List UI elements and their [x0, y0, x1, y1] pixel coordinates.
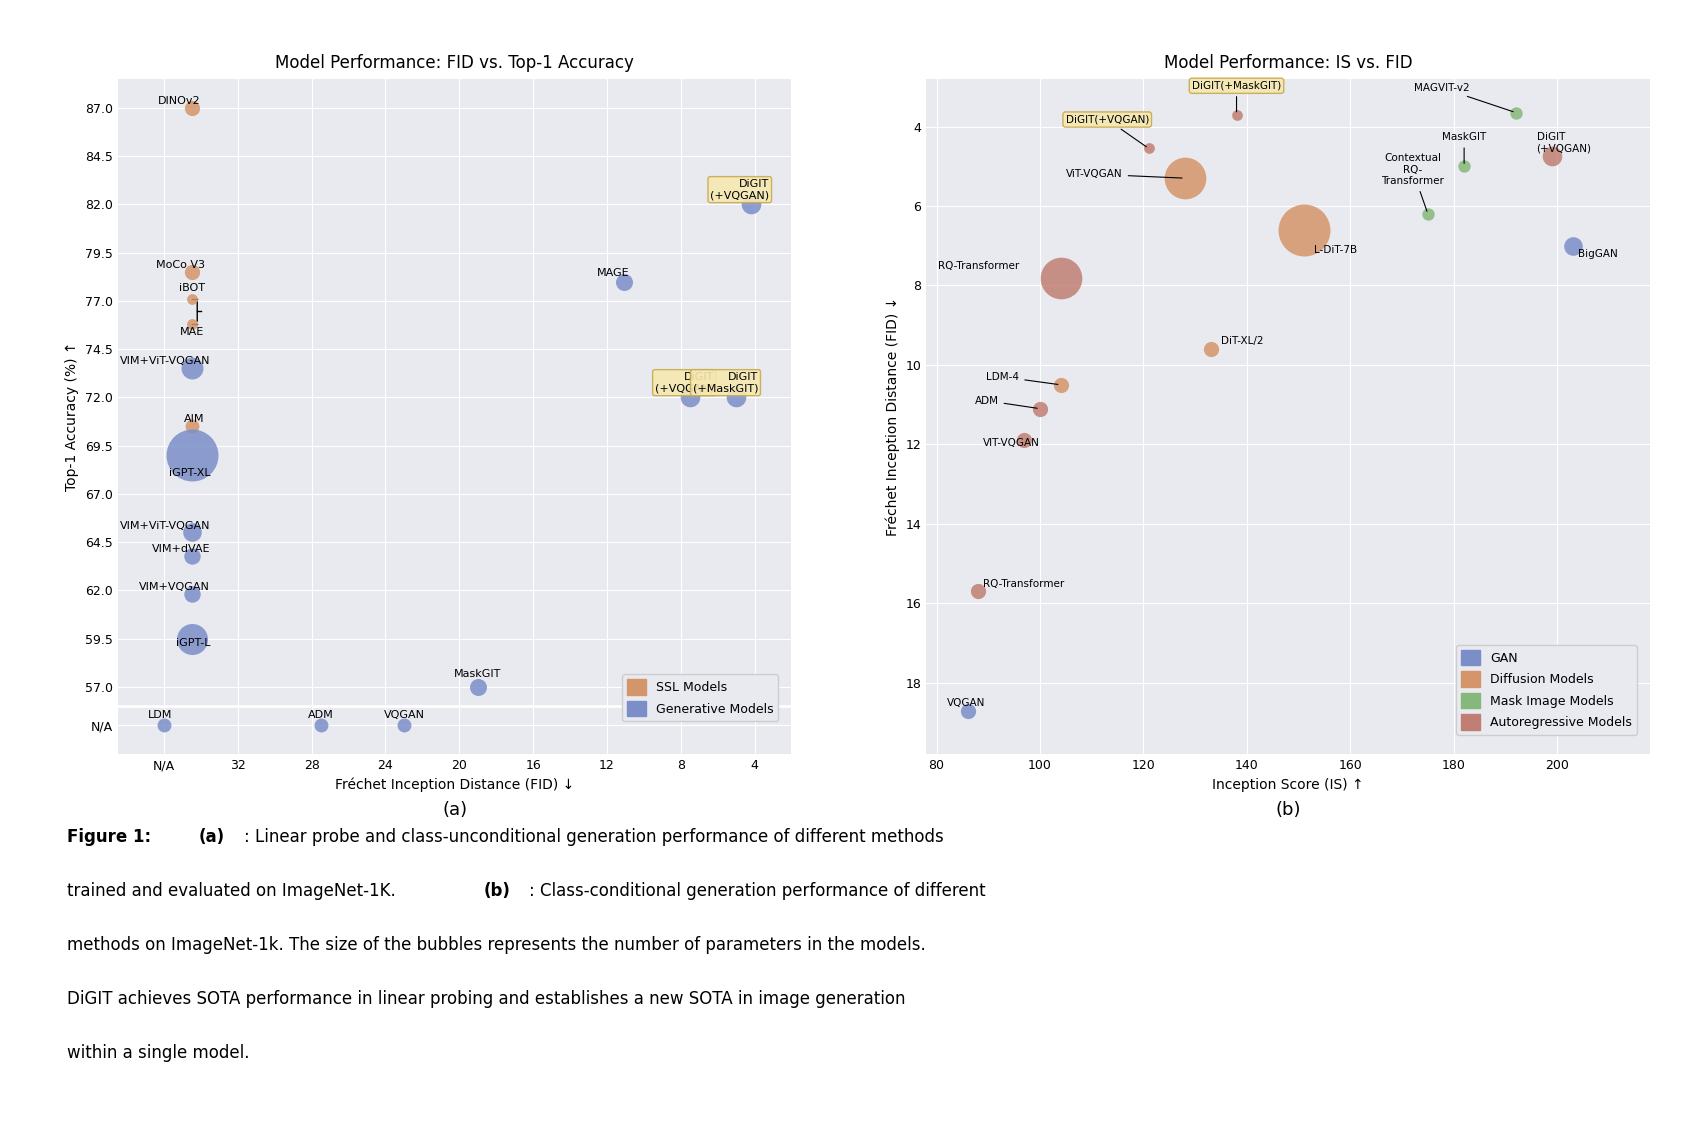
Text: L-DiT-7B: L-DiT-7B	[1314, 244, 1357, 254]
Text: : Class-conditional generation performance of different: : Class-conditional generation performan…	[529, 882, 985, 900]
Point	[179, 262, 205, 280]
Point	[308, 716, 335, 734]
Text: : Linear probe and class-unconditional generation performance of different metho: : Linear probe and class-unconditional g…	[244, 828, 945, 846]
Point	[179, 446, 205, 464]
Text: LDM: LDM	[148, 709, 172, 720]
Text: Contextual
RQ-
Transformer: Contextual RQ- Transformer	[1381, 153, 1443, 212]
Point	[179, 315, 205, 333]
Text: methods on ImageNet-1k. The size of the bubbles represents the number of paramet: methods on ImageNet-1k. The size of the …	[67, 936, 926, 954]
Text: DINOv2: DINOv2	[158, 96, 200, 106]
X-axis label: Fréchet Inception Distance (FID) ↓: Fréchet Inception Distance (FID) ↓	[335, 778, 574, 793]
Text: LDM-4: LDM-4	[987, 372, 1058, 384]
Text: MaskGIT: MaskGIT	[455, 669, 502, 679]
Point	[1415, 205, 1442, 223]
Point	[1502, 104, 1529, 122]
Text: DiGIT
(+MaskGIT): DiGIT (+MaskGIT)	[692, 372, 758, 393]
Point	[1027, 400, 1054, 418]
Text: MoCo V3: MoCo V3	[155, 260, 205, 270]
Point	[955, 701, 982, 720]
Point	[965, 582, 992, 600]
Text: MAGVIT-v2: MAGVIT-v2	[1413, 82, 1514, 111]
Point	[1135, 140, 1162, 158]
Point	[179, 99, 205, 117]
Y-axis label: Fréchet Inception Distance (FID) ↓: Fréchet Inception Distance (FID) ↓	[886, 297, 899, 536]
Title: Model Performance: IS vs. FID: Model Performance: IS vs. FID	[1164, 54, 1413, 72]
Point	[610, 272, 637, 291]
Text: DiT-XL/2: DiT-XL/2	[1221, 337, 1263, 346]
Text: MAE: MAE	[180, 328, 205, 338]
Point	[150, 716, 177, 734]
Text: (a): (a)	[443, 802, 466, 820]
Point	[1047, 268, 1074, 286]
Text: ADM: ADM	[975, 395, 1037, 409]
Text: VQGAN: VQGAN	[946, 698, 985, 708]
Text: DiGIT achieves SOTA performance in linear probing and establishes a new SOTA in : DiGIT achieves SOTA performance in linea…	[67, 990, 906, 1008]
Y-axis label: Top-1 Accuracy (%) ↑: Top-1 Accuracy (%) ↑	[66, 342, 79, 491]
Title: Model Performance: FID vs. Top-1 Accuracy: Model Performance: FID vs. Top-1 Accurac…	[274, 54, 635, 72]
Text: VIM+ViT-VQGAN: VIM+ViT-VQGAN	[120, 357, 210, 366]
Text: DiGIT(+VQGAN): DiGIT(+VQGAN)	[1066, 115, 1148, 146]
Text: ADM: ADM	[308, 709, 333, 720]
Point	[1047, 376, 1074, 394]
Point	[1172, 169, 1199, 187]
Point	[1223, 106, 1250, 124]
Text: DiGIT
(+VQGAN): DiGIT (+VQGAN)	[711, 179, 770, 200]
Text: iGPT-L: iGPT-L	[175, 638, 210, 649]
Text: DiGIT
(+VQGAN): DiGIT (+VQGAN)	[1536, 132, 1591, 153]
Text: MaskGIT: MaskGIT	[1442, 133, 1487, 163]
Point	[738, 195, 765, 213]
Text: (b): (b)	[1275, 802, 1302, 820]
Text: MAGE: MAGE	[596, 268, 630, 278]
Point	[677, 388, 704, 406]
Point	[1559, 236, 1586, 254]
Point	[179, 546, 205, 564]
Text: VIM+ViT-VQGAN: VIM+ViT-VQGAN	[120, 520, 210, 530]
Text: VIT-VQGAN: VIT-VQGAN	[983, 438, 1041, 448]
Point	[179, 586, 205, 604]
Point	[179, 629, 205, 647]
Point	[391, 716, 418, 734]
Point	[1197, 340, 1224, 358]
Point	[465, 678, 492, 696]
Legend: GAN, Diffusion Models, Mask Image Models, Autoregressive Models: GAN, Diffusion Models, Mask Image Models…	[1457, 645, 1637, 734]
Text: trained and evaluated on ImageNet-1K.: trained and evaluated on ImageNet-1K.	[67, 882, 401, 900]
Point	[1290, 221, 1317, 239]
Text: VQGAN: VQGAN	[384, 709, 424, 720]
Text: within a single model.: within a single model.	[67, 1044, 249, 1062]
Text: iGPT-XL: iGPT-XL	[168, 468, 210, 479]
Point	[179, 289, 205, 307]
Point	[179, 359, 205, 377]
Text: (a): (a)	[199, 828, 226, 846]
Text: Figure 1:: Figure 1:	[67, 828, 152, 846]
Text: AIM: AIM	[184, 414, 205, 425]
Text: VIM+dVAE: VIM+dVAE	[152, 544, 210, 554]
Text: BigGAN: BigGAN	[1578, 249, 1618, 259]
Point	[1450, 158, 1477, 176]
Text: iBOT: iBOT	[179, 283, 205, 293]
Point	[1539, 148, 1566, 166]
Text: ViT-VQGAN: ViT-VQGAN	[1066, 169, 1182, 179]
X-axis label: Inception Score (IS) ↑: Inception Score (IS) ↑	[1212, 778, 1364, 792]
Legend: SSL Models, Generative Models: SSL Models, Generative Models	[621, 674, 778, 721]
Text: RQ-Transformer: RQ-Transformer	[938, 260, 1019, 270]
Point	[722, 388, 749, 406]
Point	[179, 524, 205, 542]
Text: RQ-Transformer: RQ-Transformer	[983, 579, 1064, 589]
Point	[1010, 431, 1037, 449]
Text: DiGIT
(+VQGAN): DiGIT (+VQGAN)	[655, 372, 714, 393]
Point	[179, 418, 205, 436]
Text: VIM+VQGAN: VIM+VQGAN	[140, 582, 210, 592]
Text: DiGIT(+MaskGIT): DiGIT(+MaskGIT)	[1192, 81, 1282, 111]
Text: (b): (b)	[483, 882, 510, 900]
